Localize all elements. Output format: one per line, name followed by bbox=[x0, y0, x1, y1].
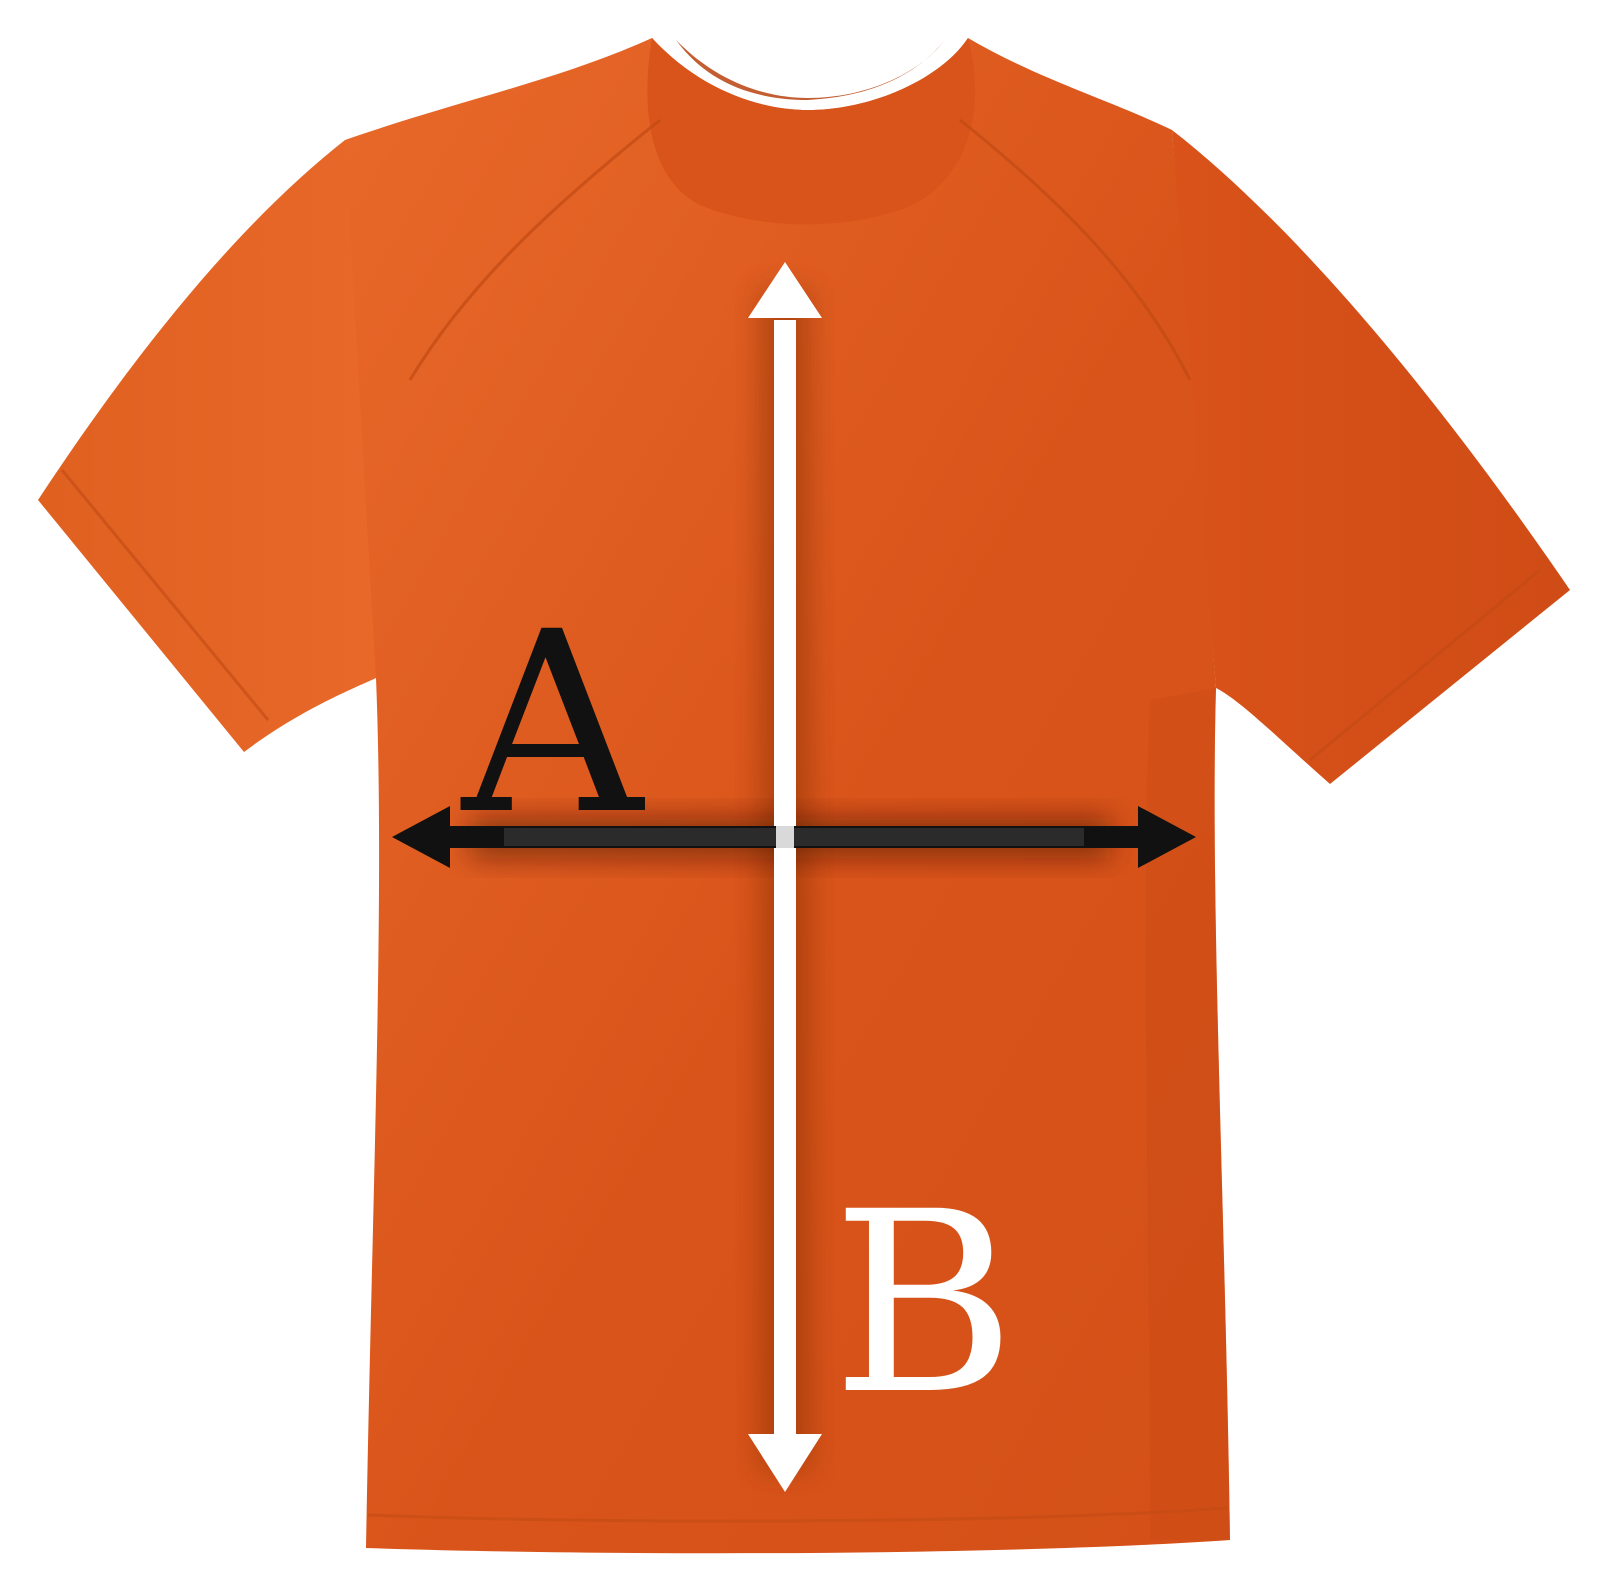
left-raglan-seam bbox=[408, 118, 661, 381]
right-raglan-seam bbox=[959, 118, 1192, 381]
right-sleeve bbox=[1172, 130, 1570, 784]
right-sleeve-hem bbox=[1309, 568, 1541, 762]
double-arrow-vertical-icon bbox=[748, 262, 822, 1492]
label-length: B bbox=[832, 1158, 1016, 1449]
arrow-crossing bbox=[776, 826, 794, 848]
label-width: A bbox=[460, 578, 645, 869]
left-sleeve bbox=[38, 140, 410, 752]
left-sleeve-hem bbox=[60, 469, 270, 721]
body-shading bbox=[1145, 688, 1230, 1540]
tshirt-icon bbox=[38, 38, 1570, 1554]
bottom-hem bbox=[367, 1506, 1229, 1523]
collar bbox=[647, 38, 976, 225]
